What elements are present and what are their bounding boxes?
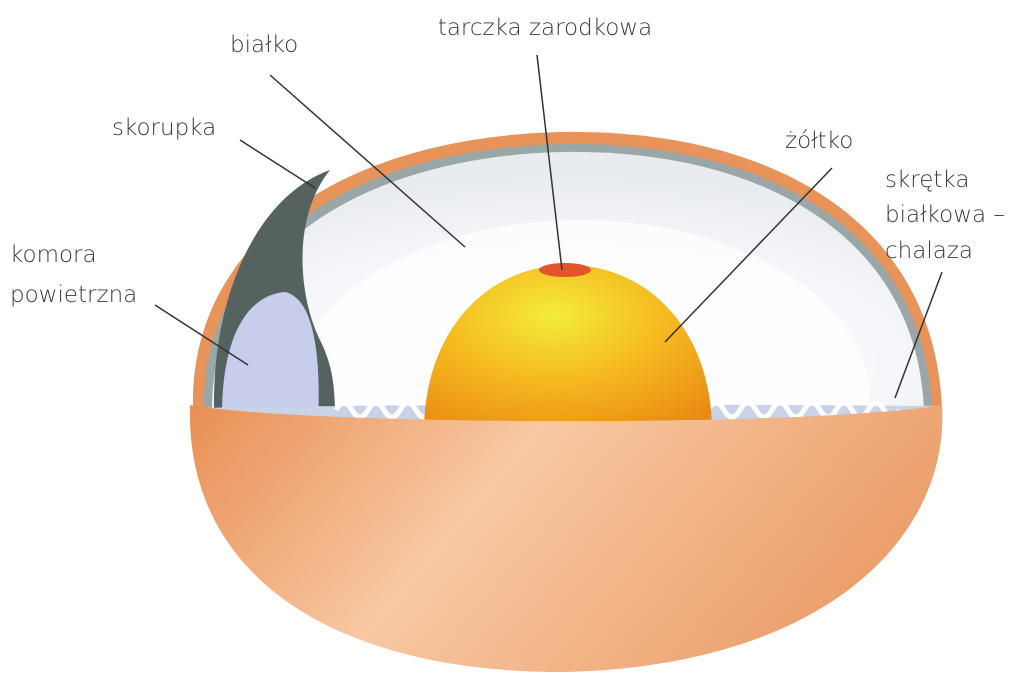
label: komora bbox=[10, 242, 97, 268]
egg-diagram: białko tarczka zarodkowa skorupka żółtko… bbox=[0, 0, 1027, 677]
label: białkowa – bbox=[885, 202, 1005, 228]
leader bbox=[240, 140, 315, 188]
label: żółtko bbox=[785, 128, 853, 154]
shell-bottom bbox=[190, 405, 942, 672]
label: białko bbox=[230, 32, 298, 58]
label: powietrzna bbox=[10, 282, 137, 308]
germinal-disc bbox=[539, 263, 591, 277]
label: skorupka bbox=[112, 115, 216, 141]
label: chalaza bbox=[885, 238, 973, 264]
label: skrętka bbox=[885, 167, 969, 193]
label: tarczka zarodkowa bbox=[438, 15, 652, 41]
